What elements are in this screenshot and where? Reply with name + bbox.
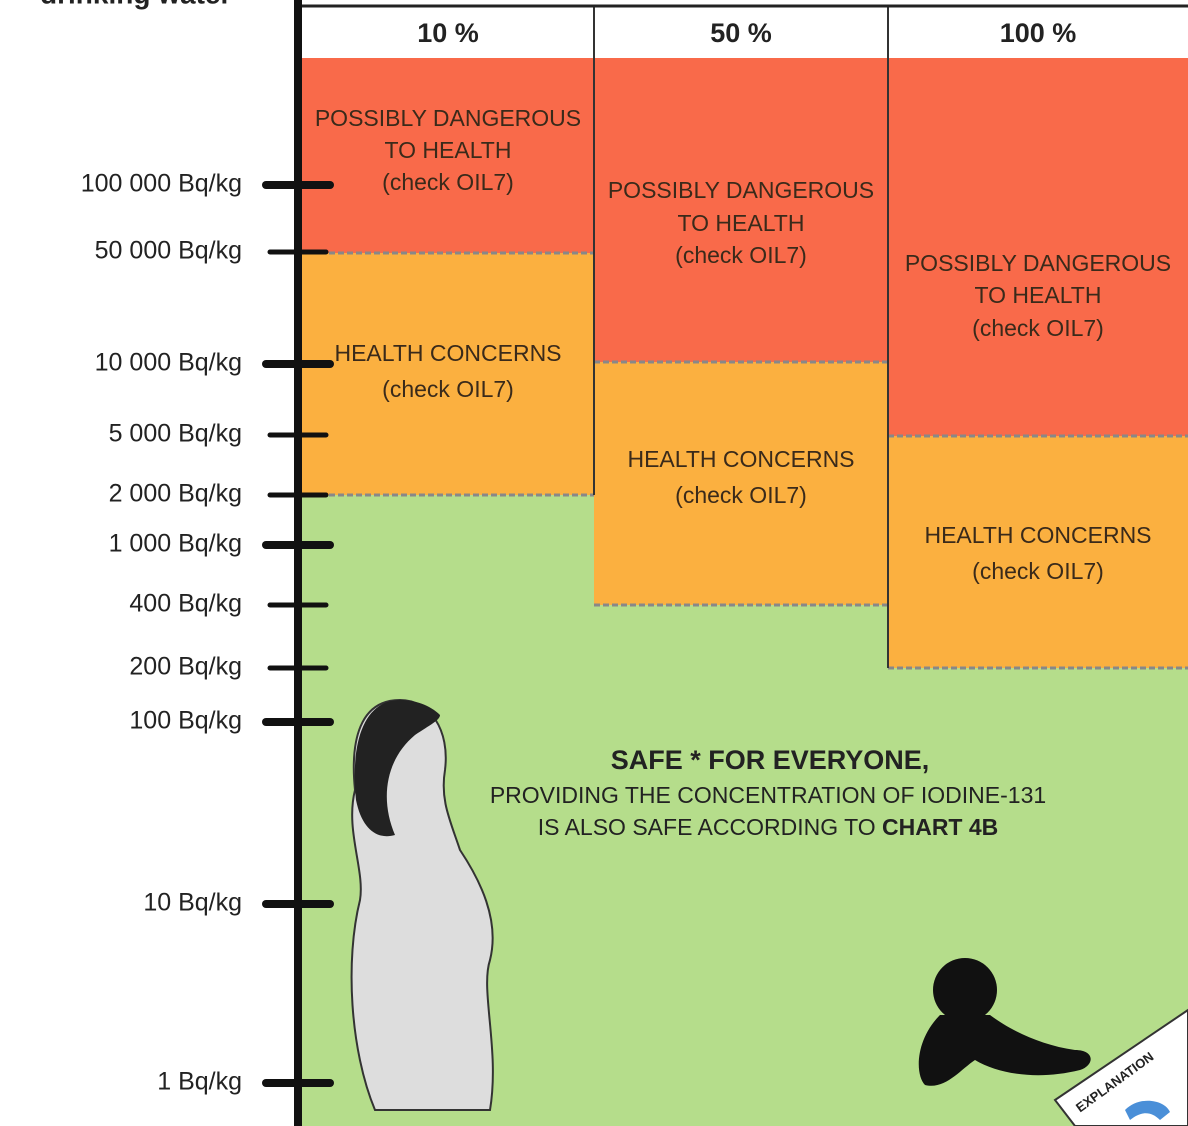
tick-label: 1 000 Bq/kg — [109, 530, 242, 558]
tick-label: 10 Bq/kg — [143, 889, 242, 917]
concern-zone — [302, 253, 594, 495]
danger-label: (check OIL7) — [675, 242, 807, 268]
tick-label: 100 000 Bq/kg — [81, 170, 242, 198]
danger-label: POSSIBLY DANGEROUS — [315, 105, 581, 131]
danger-label: TO HEALTH — [678, 210, 805, 236]
tick-label: 1 Bq/kg — [157, 1068, 242, 1096]
danger-label: POSSIBLY DANGEROUS — [608, 177, 874, 203]
danger-label: TO HEALTH — [385, 137, 512, 163]
danger-zone — [888, 58, 1188, 436]
concern-zone — [594, 362, 888, 605]
header-cell — [888, 8, 1188, 58]
safe-text: PROVIDING THE CONCENTRATION OF IODINE-13… — [490, 782, 1046, 808]
danger-label: (check OIL7) — [382, 169, 514, 195]
danger-label: TO HEALTH — [975, 282, 1102, 308]
girl-figure — [350, 698, 494, 1111]
concern-label: HEALTH CONCERNS — [924, 522, 1151, 548]
safe-title: SAFE * FOR EVERYONE, — [611, 745, 930, 775]
danger-zone — [594, 58, 888, 362]
concern-label: HEALTH CONCERNS — [627, 446, 854, 472]
danger-zone — [302, 58, 594, 253]
tick-label: 10 000 Bq/kg — [95, 349, 242, 377]
tick-label: 100 Bq/kg — [129, 707, 242, 735]
safe-text-bold: CHART 4B — [882, 814, 998, 840]
concern-label: (check OIL7) — [675, 482, 807, 508]
danger-label: (check OIL7) — [972, 315, 1104, 341]
concern-label: (check OIL7) — [972, 558, 1104, 584]
concern-label: (check OIL7) — [382, 376, 514, 402]
concern-label: HEALTH CONCERNS — [334, 340, 561, 366]
concern-zone — [888, 436, 1188, 668]
tick-label: 5 000 Bq/kg — [109, 420, 242, 448]
safe-text: IS ALSO SAFE ACCORDING TO — [538, 814, 876, 840]
safe-text: IS ALSO SAFE ACCORDING TO CHART 4B — [538, 814, 999, 840]
tick-label: 400 Bq/kg — [129, 590, 242, 618]
column-header: 10 % — [417, 18, 479, 48]
baby-figure — [918, 958, 1091, 1086]
header-cell — [302, 8, 594, 58]
column-header: 100 % — [1000, 18, 1077, 48]
danger-label: POSSIBLY DANGEROUS — [905, 250, 1171, 276]
column-header: 50 % — [710, 18, 772, 48]
tick-label: 2 000 Bq/kg — [109, 480, 242, 508]
tick-label: 200 Bq/kg — [129, 653, 242, 681]
header-cell — [594, 8, 888, 58]
tick-label: 50 000 Bq/kg — [95, 237, 242, 265]
page-title: drinking water — [40, 0, 231, 9]
